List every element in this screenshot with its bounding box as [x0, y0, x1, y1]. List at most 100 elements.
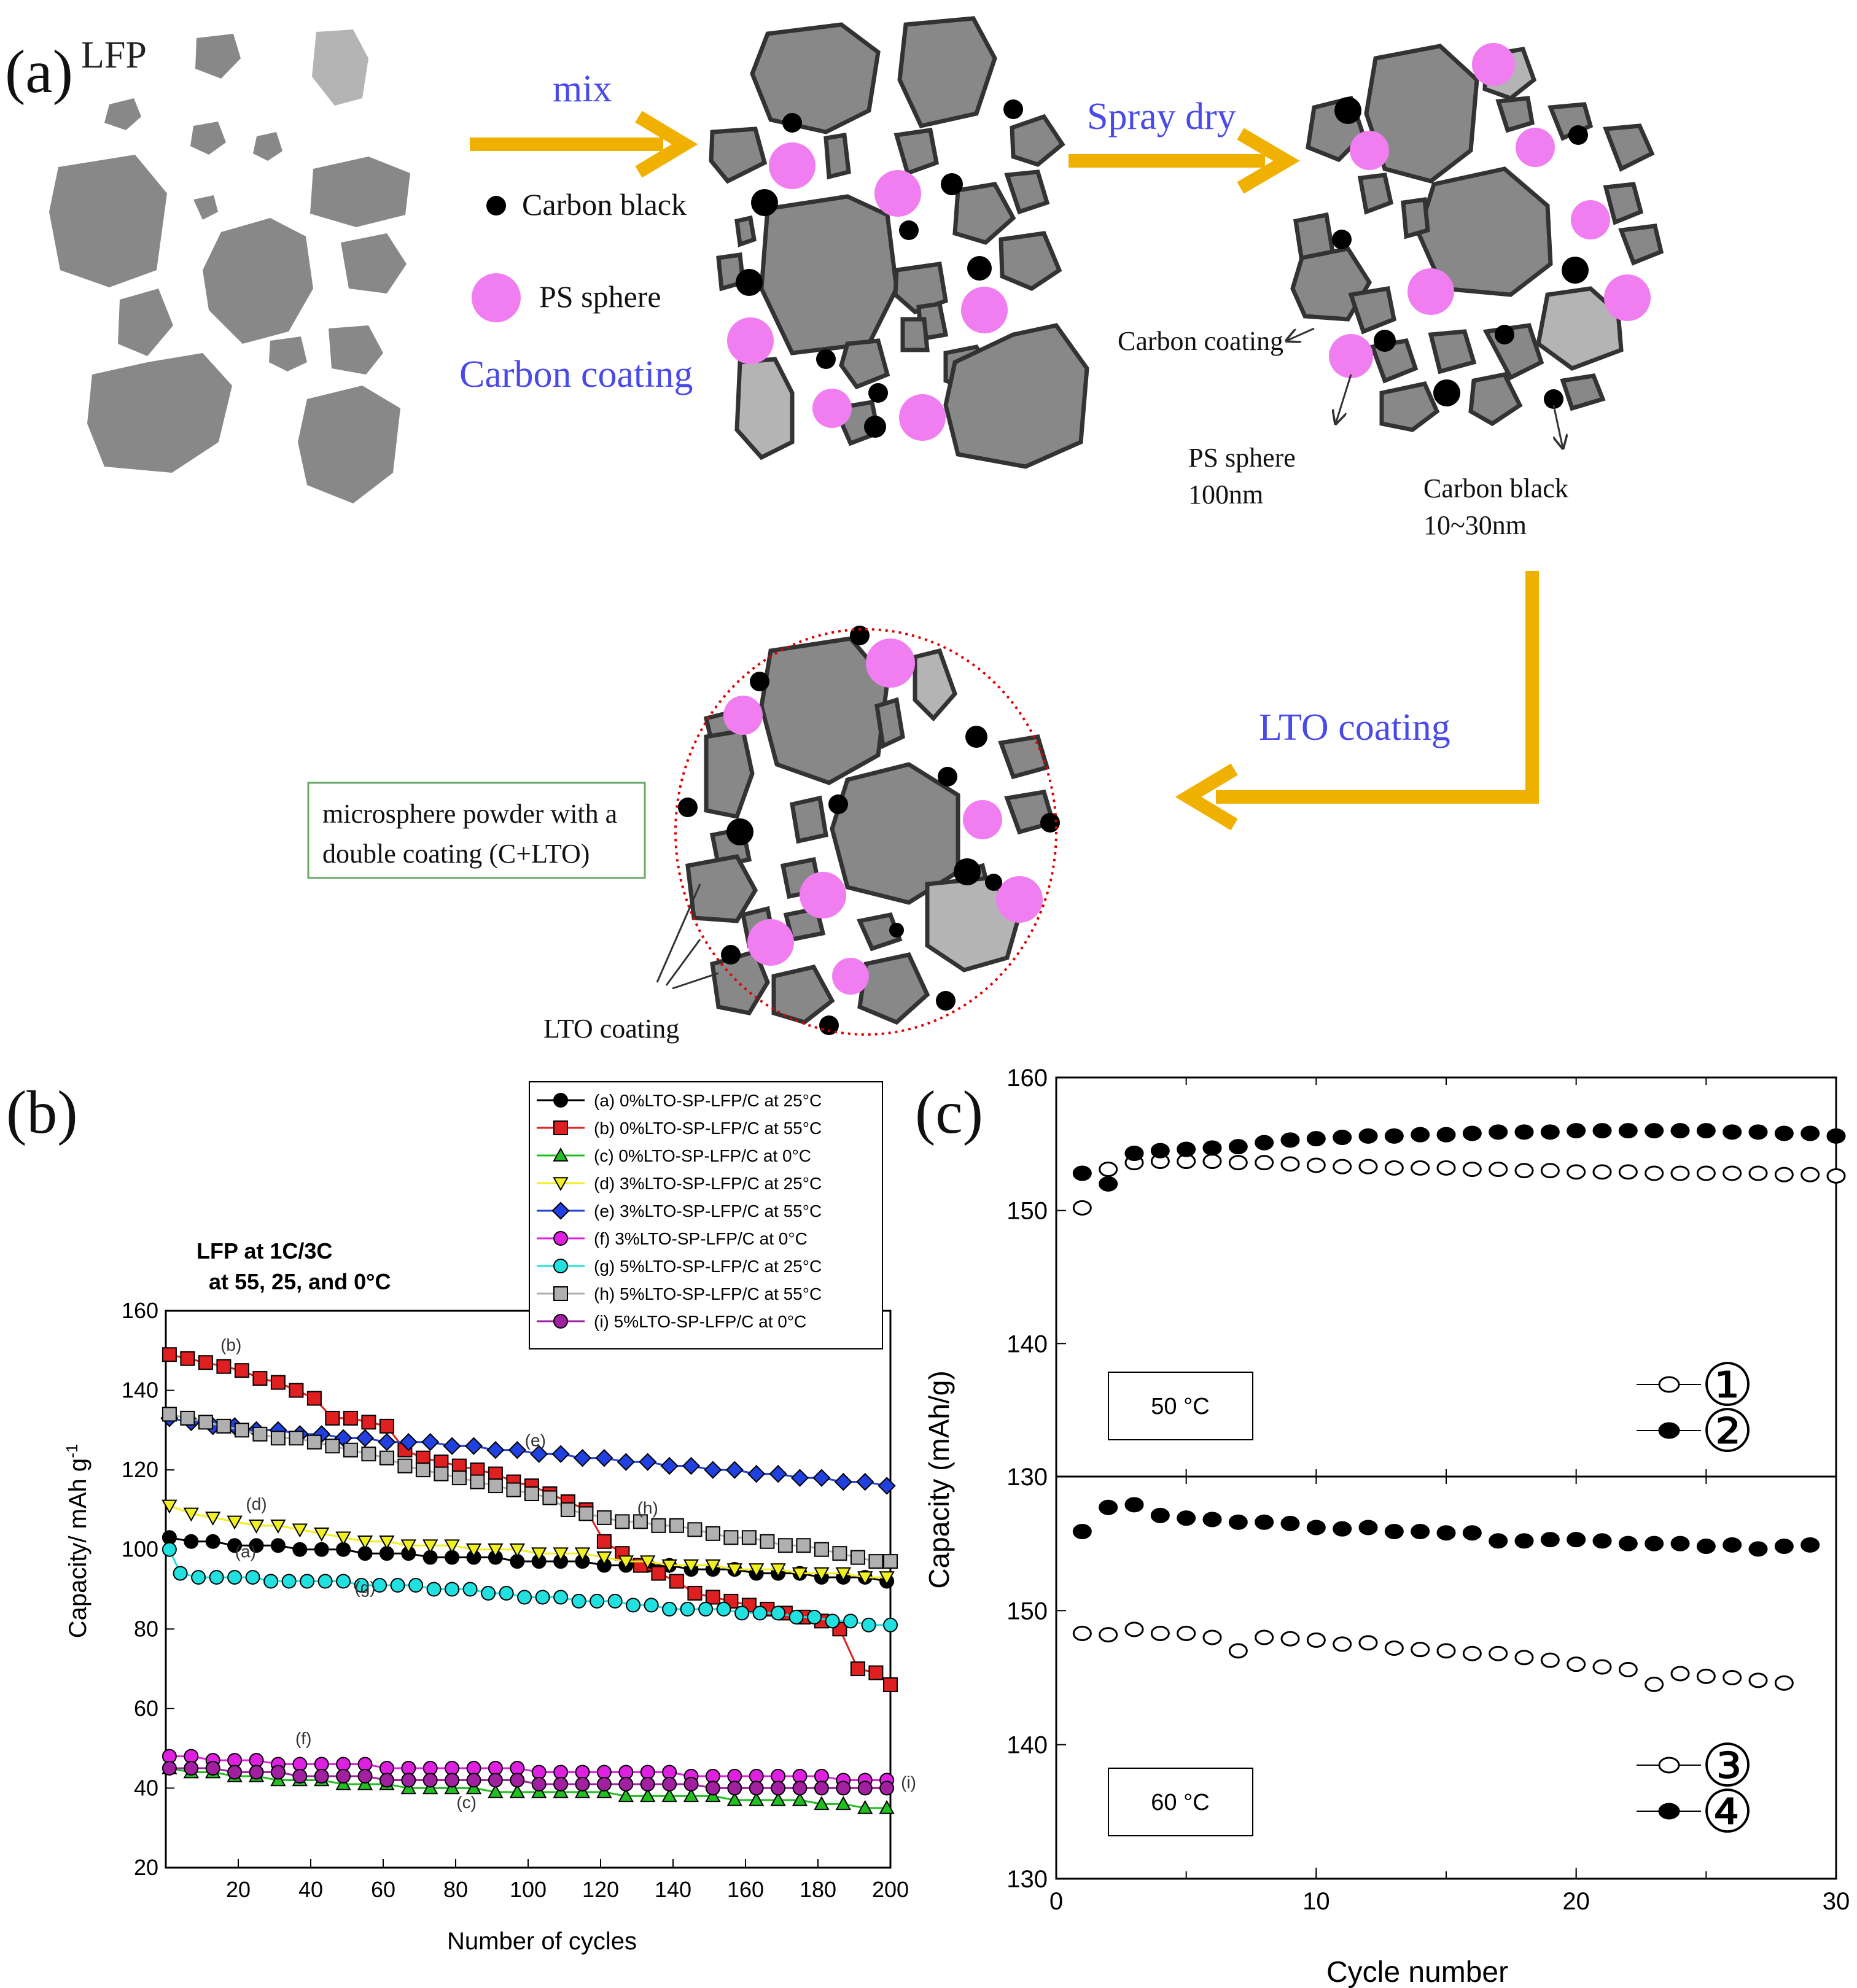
arrow-spray-dry [1069, 128, 1300, 194]
chart-b-point [357, 1768, 373, 1784]
chart-c-point [1202, 1140, 1222, 1156]
chart-b-point [379, 1418, 394, 1434]
chart-b-point [379, 1535, 395, 1550]
chart-c-point [1280, 1132, 1300, 1148]
chart-b-point [618, 1788, 634, 1803]
chart-c-point [1228, 1514, 1248, 1530]
chart-b-annotation: (i) [901, 1773, 916, 1792]
chart-b-point [640, 1788, 656, 1803]
chart-c-point [1333, 1130, 1352, 1145]
chart-c-xlabel: Cycle number [1326, 1956, 1508, 1988]
chart-c-point [1723, 1165, 1742, 1181]
chart-b-point [615, 1514, 630, 1529]
chart-c-point [1645, 1676, 1664, 1692]
panel-b-chart: (b) LFP at 1C/3C at 55, 25, and 0°C 20 40… [6, 1078, 916, 1955]
chart-b-point [749, 1792, 765, 1806]
ps-sphere-callout [1336, 374, 1352, 424]
chart-c-point [1696, 1539, 1716, 1555]
chart-b-legend-marker [553, 1286, 568, 1301]
chart-b-point [560, 1502, 575, 1517]
chart-b-point [421, 1433, 440, 1451]
chart-b-annotation: (e) [525, 1431, 546, 1450]
chart-b-point [883, 1617, 898, 1633]
chart-c-point [1489, 1162, 1508, 1177]
chart-b-point [263, 1574, 279, 1589]
chart-c-point [1280, 1631, 1300, 1647]
chart-c-point [1540, 1532, 1560, 1548]
chart-b-point [343, 1442, 358, 1458]
chart-b-legend-marker [553, 1120, 568, 1135]
chart-c-point [1228, 1155, 1248, 1171]
box-line-2: double coating (C+LTO) [322, 839, 590, 869]
chart-c-point [1514, 1163, 1534, 1179]
chart-b-series-line [169, 1767, 887, 1789]
chart-b-point [180, 1351, 195, 1366]
chart-b-point [771, 1606, 786, 1621]
chart-c-point [1567, 1532, 1586, 1548]
chart-b-point [857, 1780, 873, 1796]
chart-c-legend-label: ③ [1701, 1733, 1754, 1799]
lfp-particles [49, 29, 410, 503]
chart-b-series-line [169, 1536, 887, 1583]
chart-b-point [661, 1788, 677, 1803]
chart-c-point [1280, 1156, 1300, 1172]
mixed-cluster-ps [727, 142, 1008, 441]
chart-c-point [1489, 1533, 1508, 1549]
chart-b-point [506, 1482, 521, 1497]
chart-b-point [314, 1768, 329, 1784]
arrow-lto-coating [1175, 571, 1539, 831]
chart-b-point [400, 1539, 416, 1554]
chart-c-temp-label: 60 °C [1151, 1790, 1209, 1815]
chart-c-point [1384, 1160, 1404, 1176]
chart-c-point [1306, 1632, 1326, 1648]
panel-c-chart: (c) 130 140 150 160 50 °C ①② 130 140 150 60 °C ③④ 0… [915, 1065, 1850, 1988]
chart-b-point [465, 1543, 482, 1558]
chart-b-legend-label: (g) 5%LTO-SP-LFP/C at 25°C [594, 1257, 822, 1276]
chart-b-point [836, 1780, 851, 1796]
chart-b-xlabel: Number of cycles [447, 1928, 637, 1955]
chart-c-temp-box [1108, 1372, 1253, 1440]
chart-c-point [1150, 1143, 1170, 1159]
chart-b-point [535, 1590, 550, 1605]
chart-c-xtick-label: 30 [1823, 1888, 1850, 1915]
chart-b-point [183, 1507, 199, 1522]
chart-b-point [856, 1472, 874, 1491]
spray-dried-microsphere [1290, 44, 1664, 432]
chart-c-point [1255, 1135, 1274, 1151]
lto-coating-label: LTO coating [543, 1014, 679, 1044]
chart-b-point [336, 1768, 351, 1784]
chart-b-point [335, 1531, 351, 1546]
chart-b-point [173, 1566, 188, 1581]
chart-c-point [1358, 1635, 1378, 1651]
chart-b-point [245, 1570, 260, 1585]
panel-a-schematic: (a) LFP mix [5, 16, 1664, 1044]
chart-b-point [814, 1796, 830, 1811]
chart-b-point [524, 1486, 539, 1502]
chart-c-point [1801, 1125, 1820, 1141]
chart-b-point [434, 1466, 449, 1481]
chart-b-point [184, 1761, 199, 1776]
chart-b-point [488, 1773, 503, 1788]
chart-c-point [1723, 1537, 1742, 1553]
chart-c-point [1801, 1537, 1820, 1553]
chart-c-point [1489, 1124, 1508, 1140]
chart-b-xtick-label: 180 [800, 1877, 836, 1902]
chart-c-ytick-label: 140 [1006, 1330, 1048, 1357]
chart-b-point [162, 1347, 177, 1362]
chart-b-ylabel: Capacity/ mAh g-1 [63, 1444, 91, 1639]
chart-b-point [683, 1559, 699, 1574]
chart-b-point [198, 1415, 213, 1430]
chart-b-point [723, 1530, 739, 1545]
chart-b-point [725, 1461, 744, 1479]
chart-c-point [1462, 1645, 1482, 1661]
lto-coating-arrow-label: LTO coating [1259, 707, 1450, 748]
chart-b-series-line [169, 1767, 887, 1809]
chart-c-point [1618, 1164, 1638, 1180]
chart-b-point [777, 1538, 793, 1553]
chart-c-series-1-1 [1072, 1497, 1820, 1557]
chart-b-point [727, 1780, 742, 1796]
chart-b-point [633, 1514, 648, 1529]
chart-c-point [1436, 1643, 1456, 1659]
chart-c-point [1801, 1167, 1820, 1182]
chart-b-point [488, 1784, 504, 1798]
